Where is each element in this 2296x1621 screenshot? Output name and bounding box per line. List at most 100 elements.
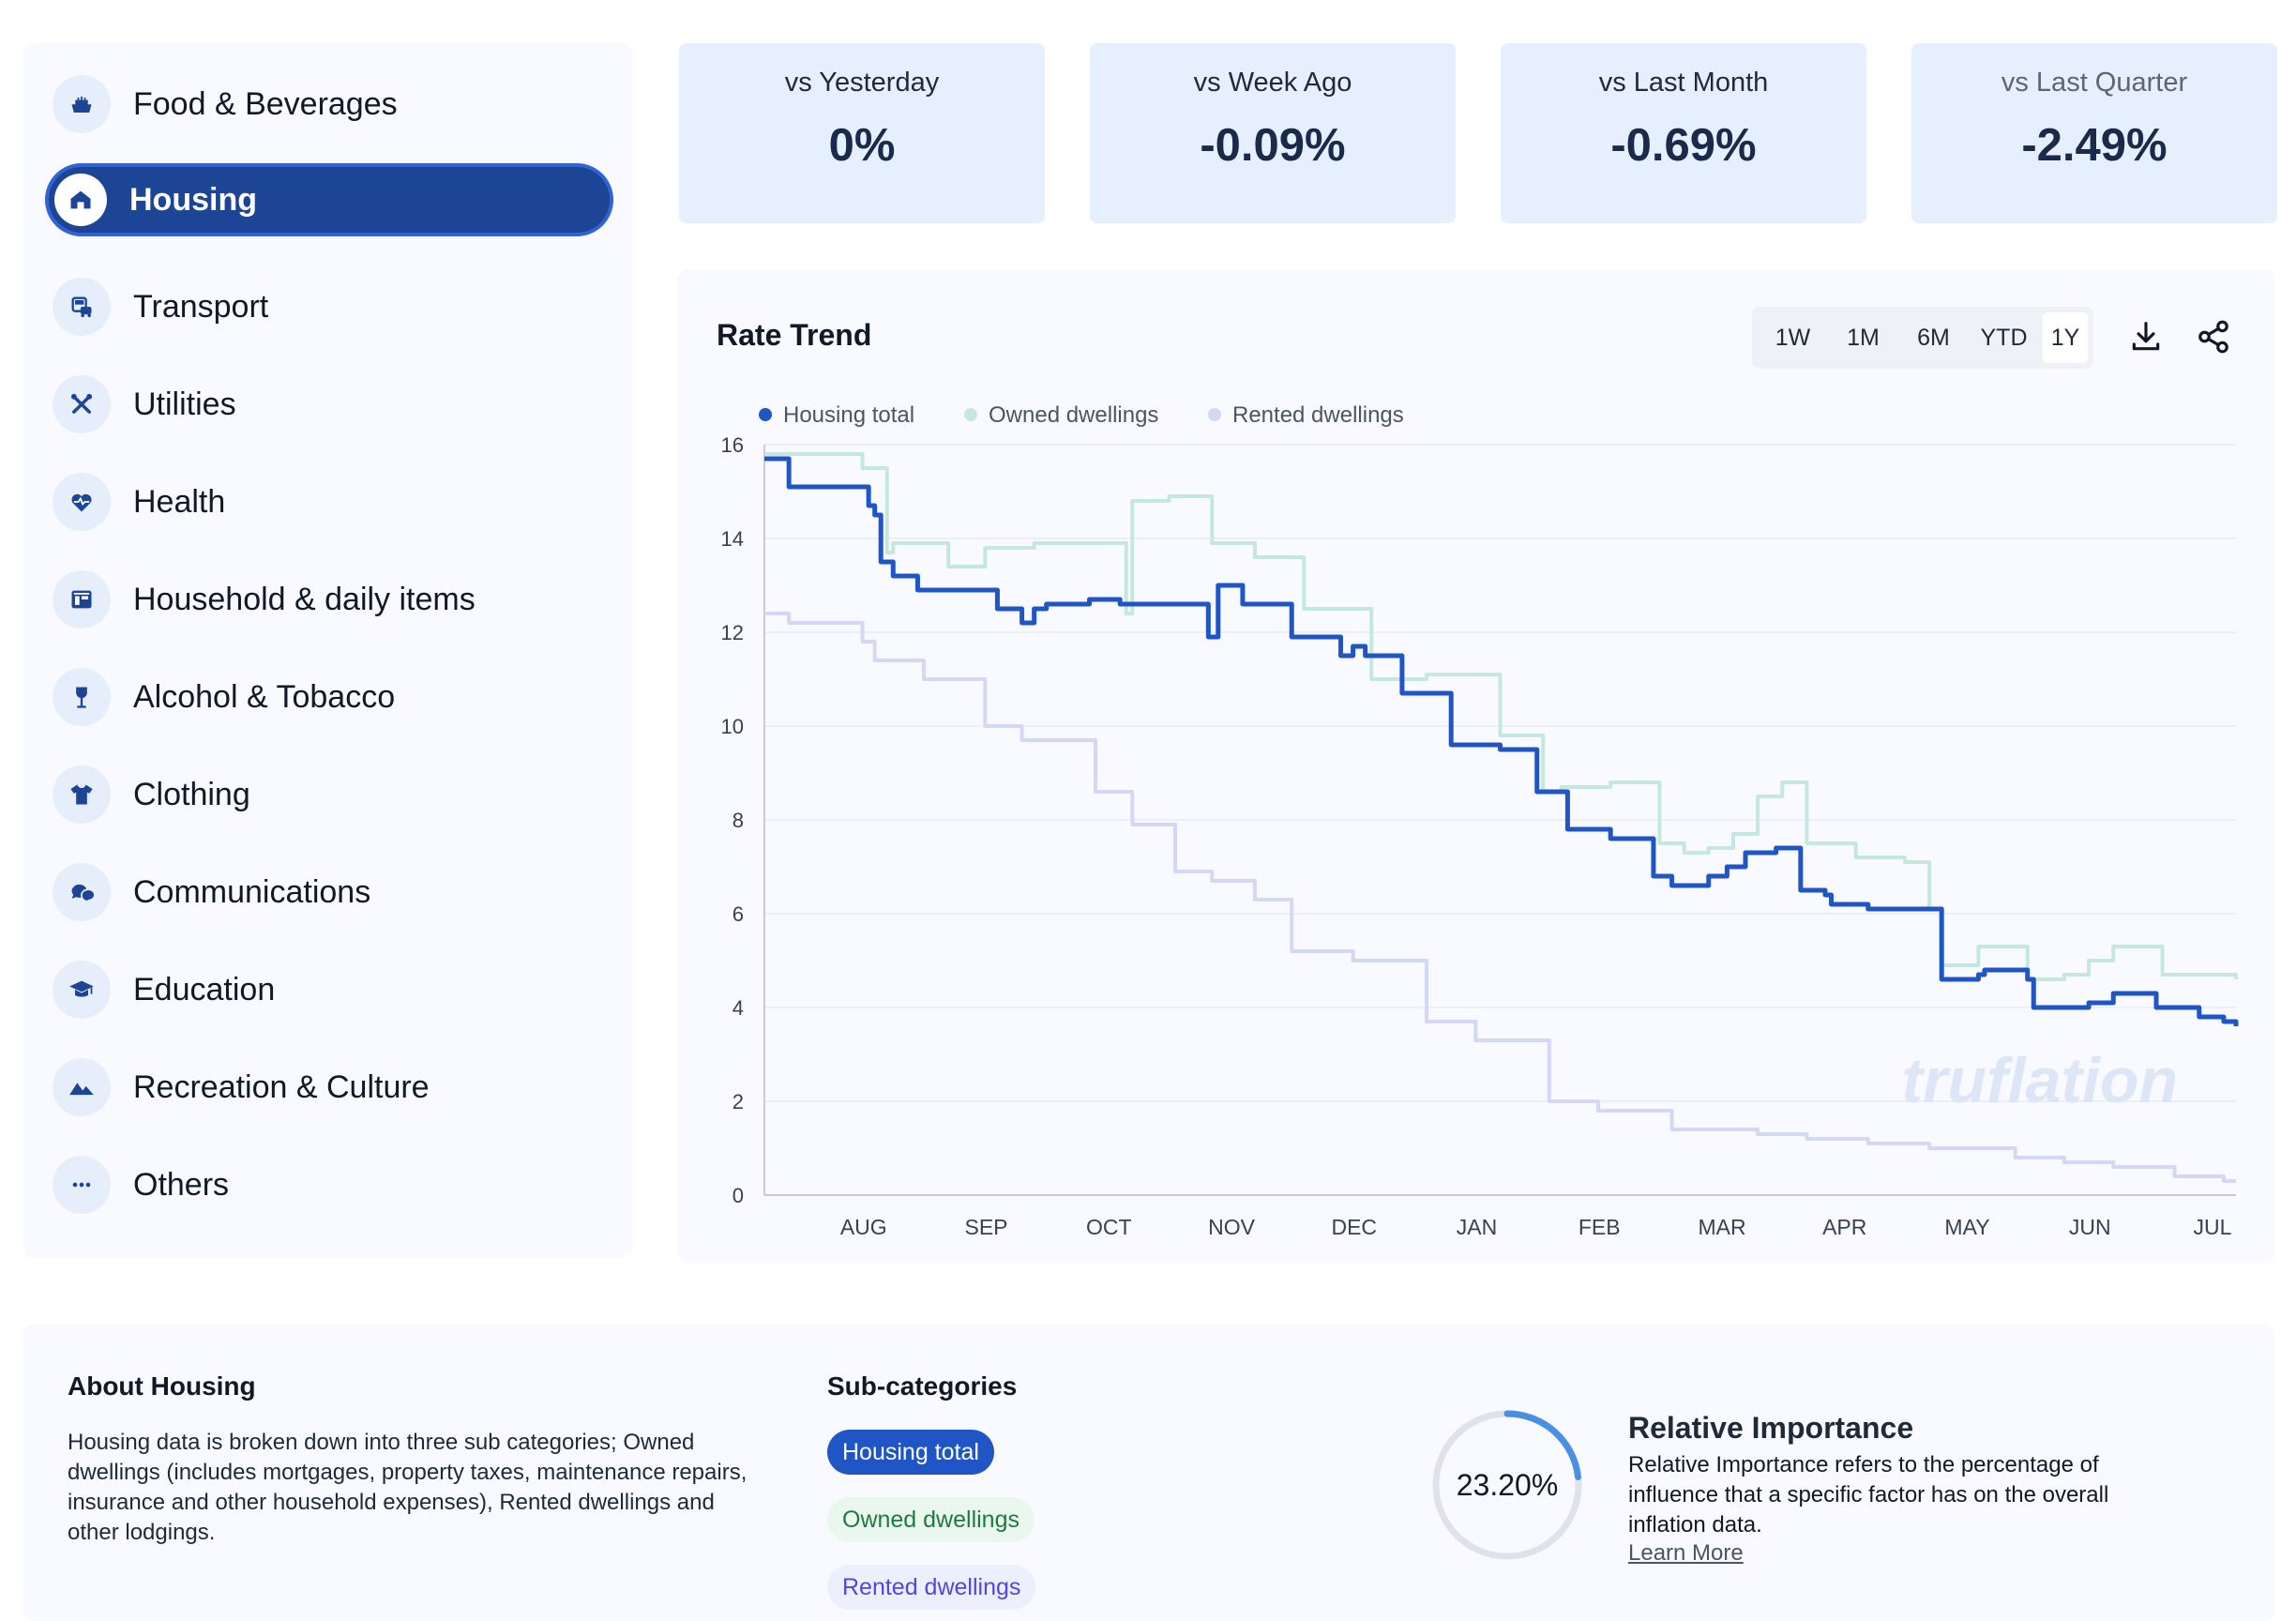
sidebar-item-others[interactable]: Others (45, 1148, 613, 1221)
sidebar-item-health[interactable]: Health (45, 465, 613, 538)
y-tick-label: 14 (721, 527, 744, 551)
learn-more-link[interactable]: Learn More (1628, 1540, 1744, 1566)
legend-marker (1208, 408, 1221, 421)
y-tick-label: 8 (733, 809, 744, 832)
shirt-icon (53, 765, 111, 824)
sidebar-item-recreation-culture[interactable]: Recreation & Culture (45, 1051, 613, 1124)
x-tick-label: FEB (1578, 1215, 1621, 1239)
stat-label: vs Week Ago (1193, 68, 1352, 98)
subcategory-chip-rented-dwellings[interactable]: Rented dwellings (827, 1565, 1036, 1610)
mountain-icon (53, 1058, 111, 1116)
x-tick-label: APR (1822, 1215, 1866, 1239)
sidebar-item-alcohol-tobacco[interactable]: Alcohol & Tobacco (45, 660, 613, 734)
sidebar-item-label: Food & Beverages (133, 85, 398, 122)
sidebar-item-education[interactable]: Education (45, 953, 613, 1026)
chart-title: Rate Trend (717, 318, 872, 352)
about-description: Housing data is broken down into three s… (68, 1430, 748, 1545)
sidebar-item-label: Clothing (133, 776, 250, 812)
relative-importance-ring (1432, 1410, 1582, 1560)
sidebar-item-label: Others (133, 1166, 230, 1203)
range-1m-button[interactable]: 1M (1847, 324, 1880, 351)
series-line-housing-total (764, 456, 2239, 1026)
x-tick-label: SEP (964, 1215, 1007, 1239)
about-panel: About Housing Housing data is broken dow… (23, 1325, 2275, 1621)
sidebar-item-label: Household & daily items (133, 581, 476, 617)
rate-trend-panel: 0 2 4 6 8 10 12 14 16 AUG SEP OCT NOV DEC JAN FEB MAR APR… (677, 269, 2275, 1264)
rate-trend-chart: 0 2 4 6 8 10 12 14 16 AUG SEP OCT NOV DEC JAN FEB MAR APR… (721, 402, 2239, 1239)
category-sidebar: Food & Beverages Housing Transport Utili… (23, 43, 633, 1258)
relative-importance-title: Relative Importance (1628, 1411, 1914, 1445)
sidebar-item-household[interactable]: Household & daily items (45, 563, 613, 636)
truflation-watermark: truflation (1901, 1045, 2178, 1116)
sidebar-item-label: Education (133, 971, 276, 1007)
sidebar-item-label: Utilities (133, 386, 236, 422)
time-range-selector: 1W 1M 6M YTD 1Y (1752, 307, 2093, 369)
subcategory-chip-housing-total[interactable]: Housing total (827, 1430, 994, 1475)
x-tick-label: JUN (2069, 1215, 2111, 1239)
sidebar-item-label: Recreation & Culture (133, 1068, 430, 1105)
sidebar-item-communications[interactable]: Communications (45, 856, 613, 929)
subcategory-chip-owned-dwellings[interactable]: Owned dwellings (827, 1497, 1035, 1542)
transport-icon (53, 278, 111, 336)
heart-icon (53, 473, 111, 531)
wine-icon (53, 668, 111, 726)
series-line-owned-dwellings (764, 452, 2238, 981)
stat-label: vs Yesterday (784, 68, 940, 98)
x-tick-label: JAN (1457, 1215, 1497, 1239)
sidebar-item-transport[interactable]: Transport (45, 270, 613, 343)
household-icon (53, 570, 111, 629)
x-tick-label: AUG (840, 1215, 887, 1239)
graduation-cap-icon (53, 961, 111, 1019)
share-icon[interactable] (2191, 314, 2236, 359)
y-tick-label: 2 (733, 1090, 744, 1113)
range-1y-button[interactable]: 1Y (2043, 312, 2088, 363)
stat-label: vs Last Quarter (2001, 68, 2188, 98)
legend-label: Rented dwellings (1232, 402, 1404, 428)
sidebar-item-label: Health (133, 483, 226, 520)
sidebar-item-housing[interactable]: Housing (45, 163, 613, 236)
x-tick-label: JUL (2194, 1215, 2232, 1239)
x-tick-label: NOV (1208, 1215, 1256, 1239)
sidebar-item-label: Alcohol & Tobacco (133, 678, 396, 715)
range-6m-button[interactable]: 6M (1917, 324, 1950, 351)
stat-value: 0% (828, 120, 896, 171)
legend-label: Owned dwellings (989, 402, 1158, 428)
chat-icon (53, 863, 111, 921)
stat-value: -0.09% (1200, 120, 1346, 171)
stat-card-week-ago: vs Week Ago -0.09% (1090, 43, 1456, 223)
sidebar-item-label: Communications (133, 873, 371, 910)
range-1w-button[interactable]: 1W (1775, 324, 1811, 351)
stat-card-last-quarter: vs Last Quarter -2.49% (1911, 43, 2277, 223)
relative-importance-value: 23.20% (1456, 1467, 1559, 1502)
y-tick-label: 4 (733, 996, 744, 1020)
x-tick-label: MAY (1944, 1215, 1989, 1239)
y-tick-label: 6 (733, 902, 744, 926)
sidebar-item-clothing[interactable]: Clothing (45, 758, 613, 831)
sidebar-item-label: Transport (133, 288, 269, 325)
stat-card-last-month: vs Last Month -0.69% (1501, 43, 1866, 223)
legend-label: Housing total (783, 402, 914, 428)
tools-icon (53, 375, 111, 433)
stat-value: -2.49% (2021, 120, 2168, 171)
about-title: About Housing (68, 1371, 256, 1401)
legend-marker (964, 408, 977, 421)
series-line-rented-dwellings (764, 612, 2236, 1183)
relative-importance-description: Relative Importance refers to the percen… (1628, 1452, 2109, 1538)
stat-value: -0.69% (1610, 120, 1757, 171)
home-icon (54, 174, 107, 226)
sidebar-item-utilities[interactable]: Utilities (45, 368, 613, 441)
x-tick-label: OCT (1086, 1215, 1132, 1239)
stat-label: vs Last Month (1598, 68, 1769, 98)
stat-card-yesterday: vs Yesterday 0% (679, 43, 1045, 223)
download-icon[interactable] (2123, 314, 2168, 359)
sidebar-item-food-beverages[interactable]: Food & Beverages (45, 68, 613, 141)
range-ytd-button[interactable]: YTD (1980, 324, 2028, 351)
x-tick-label: DEC (1331, 1215, 1377, 1239)
subcategories-title: Sub-categories (827, 1371, 1018, 1401)
ring-progress (1432, 1410, 1582, 1560)
dots-icon (53, 1156, 111, 1214)
food-icon (53, 75, 111, 133)
y-tick-label: 12 (721, 621, 744, 644)
sidebar-item-label: Housing (129, 181, 257, 218)
x-tick-label: MAR (1698, 1215, 1745, 1239)
